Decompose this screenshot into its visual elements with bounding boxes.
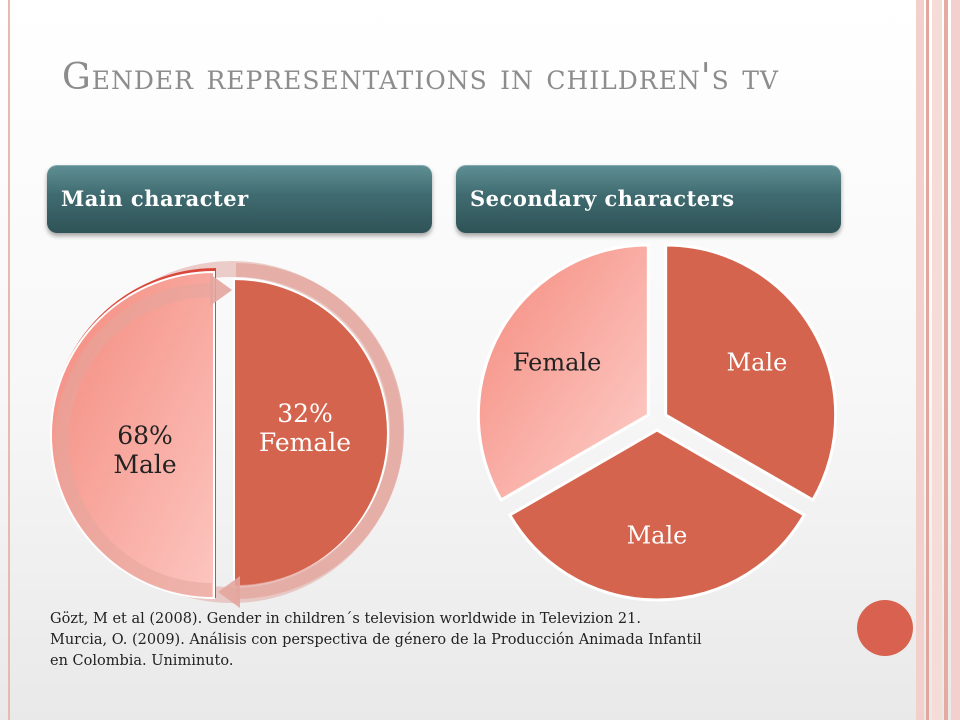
right-decorative-band [916, 0, 960, 720]
pie-label: 32% [277, 399, 333, 428]
pie-label: Female [513, 348, 602, 376]
pie-slice [476, 243, 650, 503]
pie-label: Female [259, 428, 351, 457]
ring-arrow [55, 283, 213, 597]
pie-slice-group: Male [507, 428, 807, 602]
pie-label: Male [113, 450, 176, 479]
ring-arrowhead [218, 576, 240, 608]
pie-slice [507, 428, 807, 602]
left-rule [8, 0, 10, 720]
pie-slice [664, 243, 838, 503]
decorative-circle [857, 600, 913, 656]
main-character-pie: 32%Female 68%Male [50, 261, 404, 608]
ring-arrow [235, 263, 404, 599]
pie-slice-group: Male [664, 243, 838, 503]
secondary-characters-header: Secondary characters [456, 165, 841, 233]
pie-label: 68% [117, 421, 173, 450]
pie-slice-group: Female [476, 243, 650, 503]
ring-arrowhead [210, 274, 232, 306]
secondary-characters-pie: Male Male Female [476, 243, 838, 602]
references: Gözt, M et al (2008). Gender in children… [50, 609, 830, 672]
pie-label: Male [627, 521, 688, 549]
pie-label: Male [727, 348, 788, 376]
slide-title: Gender representations in children's tv [62, 57, 779, 98]
reference-line: en Colombia. Uniminuto. [50, 653, 234, 669]
main-character-header: Main character [47, 165, 432, 233]
reference-line: Gözt, M et al (2008). Gender in children… [50, 611, 641, 627]
reference-line: Murcia, O. (2009). Análisis con perspect… [50, 632, 702, 648]
